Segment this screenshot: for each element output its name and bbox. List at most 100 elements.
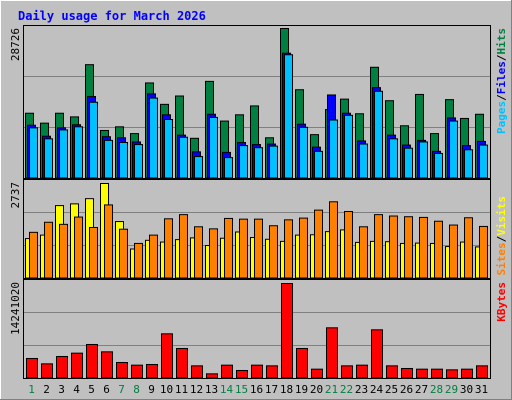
kbytes-bar-day-3 [56,355,68,379]
kbytes-bar-day-6 [101,351,113,379]
sites-bar-day-4 [74,216,83,279]
sites-bar-day-20 [314,209,323,279]
pages-bar-day-25 [389,138,398,179]
kbytes-bar-day-23 [356,364,368,379]
sites-bar-day-22 [344,211,353,279]
kbytes-bar-day-26 [401,367,413,379]
sites-bar-day-11 [179,214,188,279]
kbytes-bar-day-19 [296,347,308,379]
pages-bar-day-14 [224,157,233,179]
x-label-day-25: 25 [385,383,398,396]
kbytes-bar-day-20 [311,368,323,379]
kbytes-bar-day-8 [131,364,143,379]
sites-bar-day-18 [284,219,293,279]
sites-bar-day-23 [359,226,368,279]
kbytes-bar-day-5 [86,343,98,379]
legend-item-hits: Hits [495,28,508,55]
x-label-day-16: 16 [250,383,263,396]
x-label-day-12: 12 [190,383,203,396]
x-label-day-15: 15 [235,383,248,396]
x-label-day-24: 24 [370,383,384,396]
kbytes-bar-day-2 [41,363,53,379]
legend-item-visits: Visits [495,196,508,236]
x-label-day-8: 8 [133,383,140,396]
kbytes-bar-day-14 [221,364,233,379]
pages-bar-day-19 [299,126,308,179]
legend-item-pages: Pages [495,101,508,134]
x-label-day-22: 22 [340,383,353,396]
sites-bar-day-3 [59,223,68,279]
pages-bar-day-29 [449,120,458,179]
sites-bar-day-12 [194,226,203,279]
sites-bar-day-5 [89,226,98,279]
x-label-day-11: 11 [175,383,188,396]
pages-bar-day-18 [284,54,293,179]
sites-bar-day-31 [479,225,488,279]
pages-bar-day-8 [134,144,143,179]
x-label-day-9: 9 [148,383,155,396]
kbytes-bar-day-16 [251,364,263,379]
sites-bar-day-27 [419,216,428,279]
x-label-day-7: 7 [118,383,125,396]
x-label-day-1: 1 [28,383,35,396]
kbytes-bar-day-25 [386,365,398,379]
x-label-day-17: 17 [265,383,278,396]
kbytes-bar-day-21 [326,327,338,379]
sites-bar-day-13 [209,228,218,279]
pages-bar-day-11 [179,136,188,179]
sites-bar-day-17 [269,225,278,279]
x-label-day-13: 13 [205,383,218,396]
sites-bar-day-21 [329,201,338,279]
kbytes-bar-day-15 [236,369,248,379]
kbytes-bar-day-1 [26,357,38,379]
pages-bar-day-30 [464,149,473,179]
x-label-day-27: 27 [415,383,428,396]
legend-item-kbytes: KBytes [495,282,508,322]
hits-legend-text: Pages/Files/Hits [495,28,508,134]
legend-item-sites: Sites [495,242,508,275]
sites-bar-day-2 [44,221,53,279]
pages-bar-day-17 [269,145,278,179]
sites-bar-day-1 [29,231,38,279]
x-label-day-30: 30 [460,383,473,396]
pages-bar-day-1 [29,127,38,179]
x-label-day-23: 23 [355,383,368,396]
kbytes-bar-day-13 [206,373,218,379]
pages-bar-day-5 [89,101,98,179]
sites-bar-day-8 [134,242,143,279]
legend-item-files: Files [495,61,508,94]
pages-bar-day-31 [479,144,488,179]
x-label-day-28: 28 [430,383,443,396]
x-label-day-18: 18 [280,383,293,396]
x-label-day-2: 2 [43,383,50,396]
kbytes-ymax-label: 14241020 [9,282,22,335]
hits-legend: Pages/Files/Hits [495,28,508,134]
pages-bar-day-9 [149,97,158,179]
x-label-day-20: 20 [310,383,323,396]
sites-bar-day-15 [239,218,248,279]
x-label-day-31: 31 [475,383,488,396]
x-label-day-3: 3 [58,383,65,396]
pages-bar-day-4 [74,126,83,179]
sites-bar-day-9 [149,234,158,279]
sites-bar-day-29 [449,224,458,279]
sites-bar-day-10 [164,218,173,279]
visits-legend: Sites/Visits [495,196,508,276]
pages-bar-day-24 [374,90,383,179]
pages-bar-day-15 [239,145,248,179]
pages-bar-day-2 [44,138,53,179]
sites-bar-day-30 [464,217,473,279]
kbytes-bar-day-28 [431,368,443,379]
pages-bar-day-28 [434,152,443,179]
pages-bar-day-7 [119,141,128,179]
x-label-day-4: 4 [73,383,80,396]
x-label-day-26: 26 [400,383,413,396]
sites-bar-day-6 [104,204,113,279]
kbytes-bar-day-10 [161,333,173,379]
pages-bar-day-12 [194,156,203,179]
pages-bar-day-10 [164,118,173,179]
kbytes-legend-text: KBytes [495,282,508,322]
kbytes-bar-day-31 [476,365,488,379]
